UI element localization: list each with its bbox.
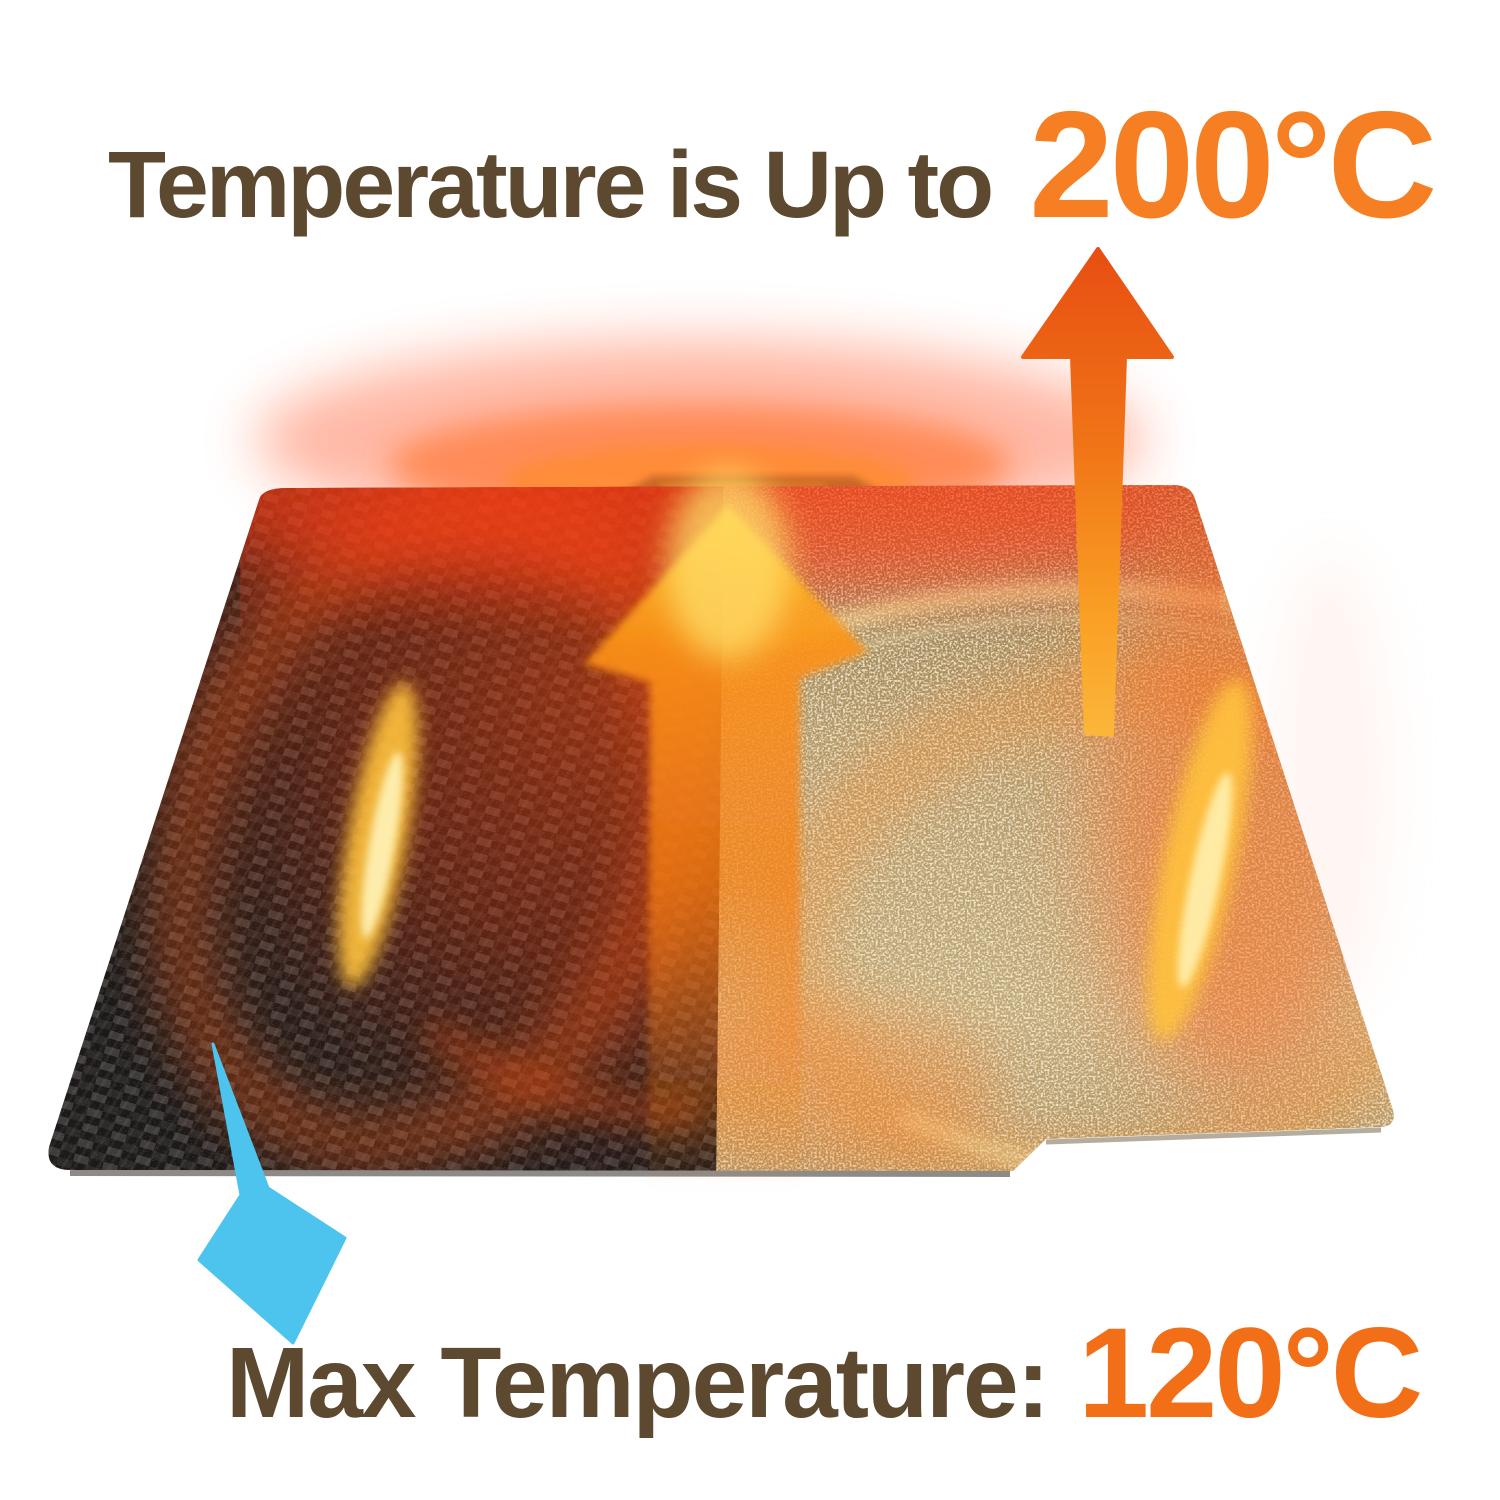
cooldown-down-arrow-icon [197,1042,347,1345]
footer-prefix: Max Temperature: [226,1327,1050,1439]
footer-temperature-value: 120°C [1077,1302,1423,1445]
headline-prefix: Temperature is Up to [108,132,994,238]
plate-bottom-edge [69,1127,1382,1177]
temp-rise-up-arrow-icon [1021,247,1174,737]
headline: Temperature is Up to 200°C [108,78,1492,253]
headline-temperature-value: 200°C [1029,80,1437,250]
center-heat-up-arrow-icon [584,470,868,1185]
footer-caption: Max Temperature: 120°C [226,1300,1486,1447]
